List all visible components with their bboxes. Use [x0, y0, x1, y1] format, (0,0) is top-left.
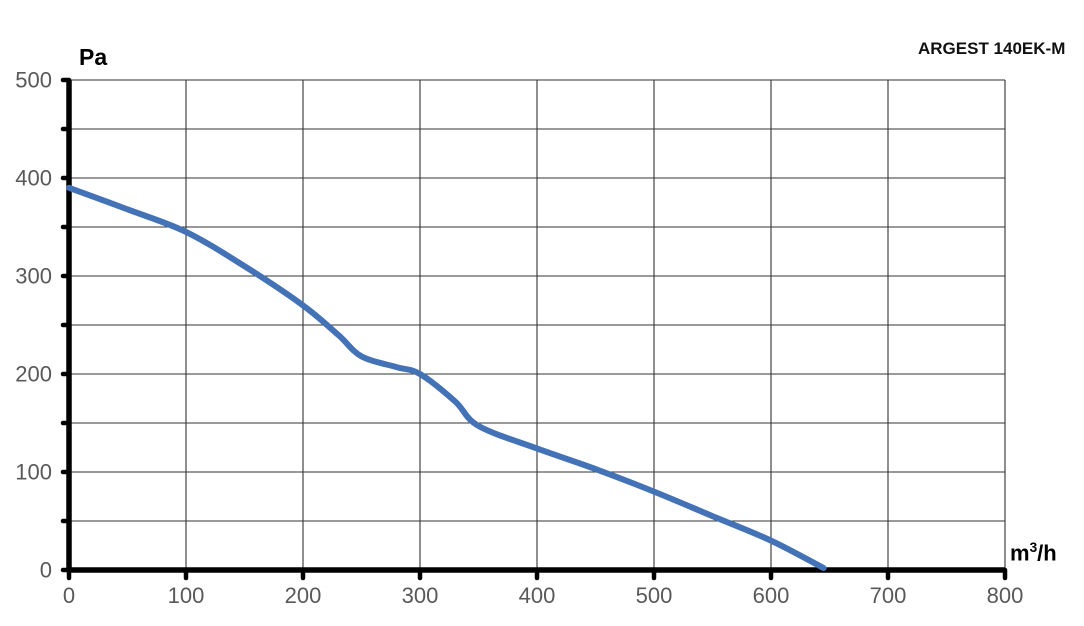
svg-text:100: 100	[168, 583, 205, 608]
svg-text:700: 700	[870, 583, 907, 608]
svg-text:0: 0	[40, 558, 52, 583]
svg-text:0: 0	[63, 583, 75, 608]
svg-text:200: 200	[285, 583, 322, 608]
svg-text:200: 200	[15, 362, 52, 387]
svg-text:400: 400	[15, 166, 52, 191]
svg-text:400: 400	[519, 583, 556, 608]
svg-text:800: 800	[987, 583, 1024, 608]
svg-text:500: 500	[636, 583, 673, 608]
svg-text:100: 100	[15, 460, 52, 485]
svg-text:600: 600	[753, 583, 790, 608]
svg-text:300: 300	[15, 264, 52, 289]
svg-text:500: 500	[15, 68, 52, 93]
svg-text:300: 300	[402, 583, 439, 608]
